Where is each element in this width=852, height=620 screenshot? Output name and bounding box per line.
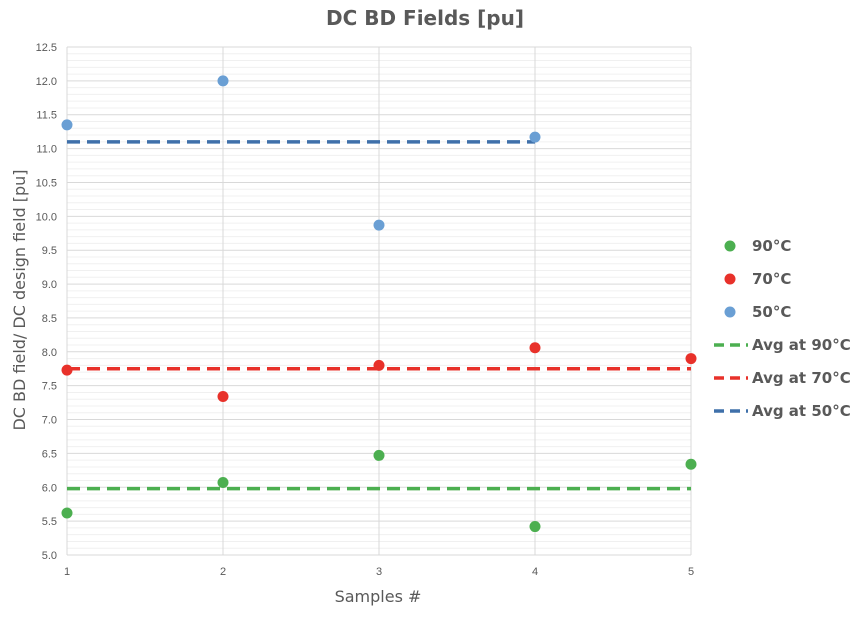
y-tick-label: 10.0 — [36, 211, 57, 223]
grid — [66, 46, 692, 556]
x-tick-label: 2 — [220, 566, 226, 578]
data-point — [529, 342, 541, 354]
legend-label: 50°C — [752, 303, 791, 321]
data-point — [373, 449, 385, 461]
x-tick-label: 4 — [532, 566, 538, 578]
legend-marker — [724, 240, 736, 252]
y-tick-label: 7.0 — [42, 415, 57, 427]
chart-title: DC BD Fields [pu] — [326, 6, 524, 30]
data-point — [217, 477, 229, 489]
data-point — [61, 119, 73, 131]
legend: 90°C 70°C 50°C Avg at 90°C Avg at 70°C Avg at… — [714, 237, 851, 420]
y-tick-label: 7.5 — [42, 381, 57, 393]
legend-label: Avg at 70°C — [752, 369, 851, 387]
x-tick-label: 1 — [64, 566, 70, 578]
y-tick-label: 11.0 — [36, 144, 57, 156]
data-point — [529, 521, 541, 533]
data-point — [61, 364, 73, 376]
legend-label: Avg at 90°C — [752, 336, 851, 354]
x-tick-labels: 1 2 3 4 5 — [64, 566, 694, 578]
y-tick-label: 8.0 — [42, 347, 57, 359]
y-tick-label: 12.0 — [36, 76, 57, 88]
data-point — [685, 353, 697, 365]
data-point — [217, 75, 229, 87]
y-tick-label: 8.5 — [42, 313, 57, 325]
x-axis-label: Samples # — [335, 587, 422, 606]
y-tick-label: 6.5 — [42, 448, 57, 460]
legend-label: Avg at 50°C — [752, 402, 851, 420]
legend-label: 90°C — [752, 237, 791, 255]
data-points — [61, 75, 697, 533]
data-point — [373, 359, 385, 371]
data-point — [685, 458, 697, 470]
y-tick-label: 9.5 — [42, 245, 57, 257]
data-point — [217, 391, 229, 403]
y-tick-label: 5.0 — [42, 550, 57, 562]
y-tick-label: 11.5 — [36, 110, 57, 122]
x-tick-label: 3 — [376, 566, 382, 578]
legend-marker — [724, 273, 736, 285]
y-tick-label: 9.0 — [42, 279, 57, 291]
y-axis-label: DC BD field/ DC design field [pu] — [10, 169, 29, 430]
y-tick-label: 10.5 — [36, 177, 57, 189]
x-tick-label: 5 — [688, 566, 694, 578]
data-point — [61, 507, 73, 519]
legend-marker — [724, 306, 736, 318]
y-tick-labels: 5.0 5.5 6.0 6.5 7.0 7.5 8.0 8.5 9.0 9.5 10.0 10.5 11… — [36, 42, 57, 562]
legend-label: 70°C — [752, 270, 791, 288]
y-tick-label: 6.0 — [42, 482, 57, 494]
y-tick-label: 12.5 — [36, 42, 57, 54]
y-tick-label: 5.5 — [42, 516, 57, 528]
data-point — [529, 131, 541, 143]
data-point — [373, 219, 385, 231]
